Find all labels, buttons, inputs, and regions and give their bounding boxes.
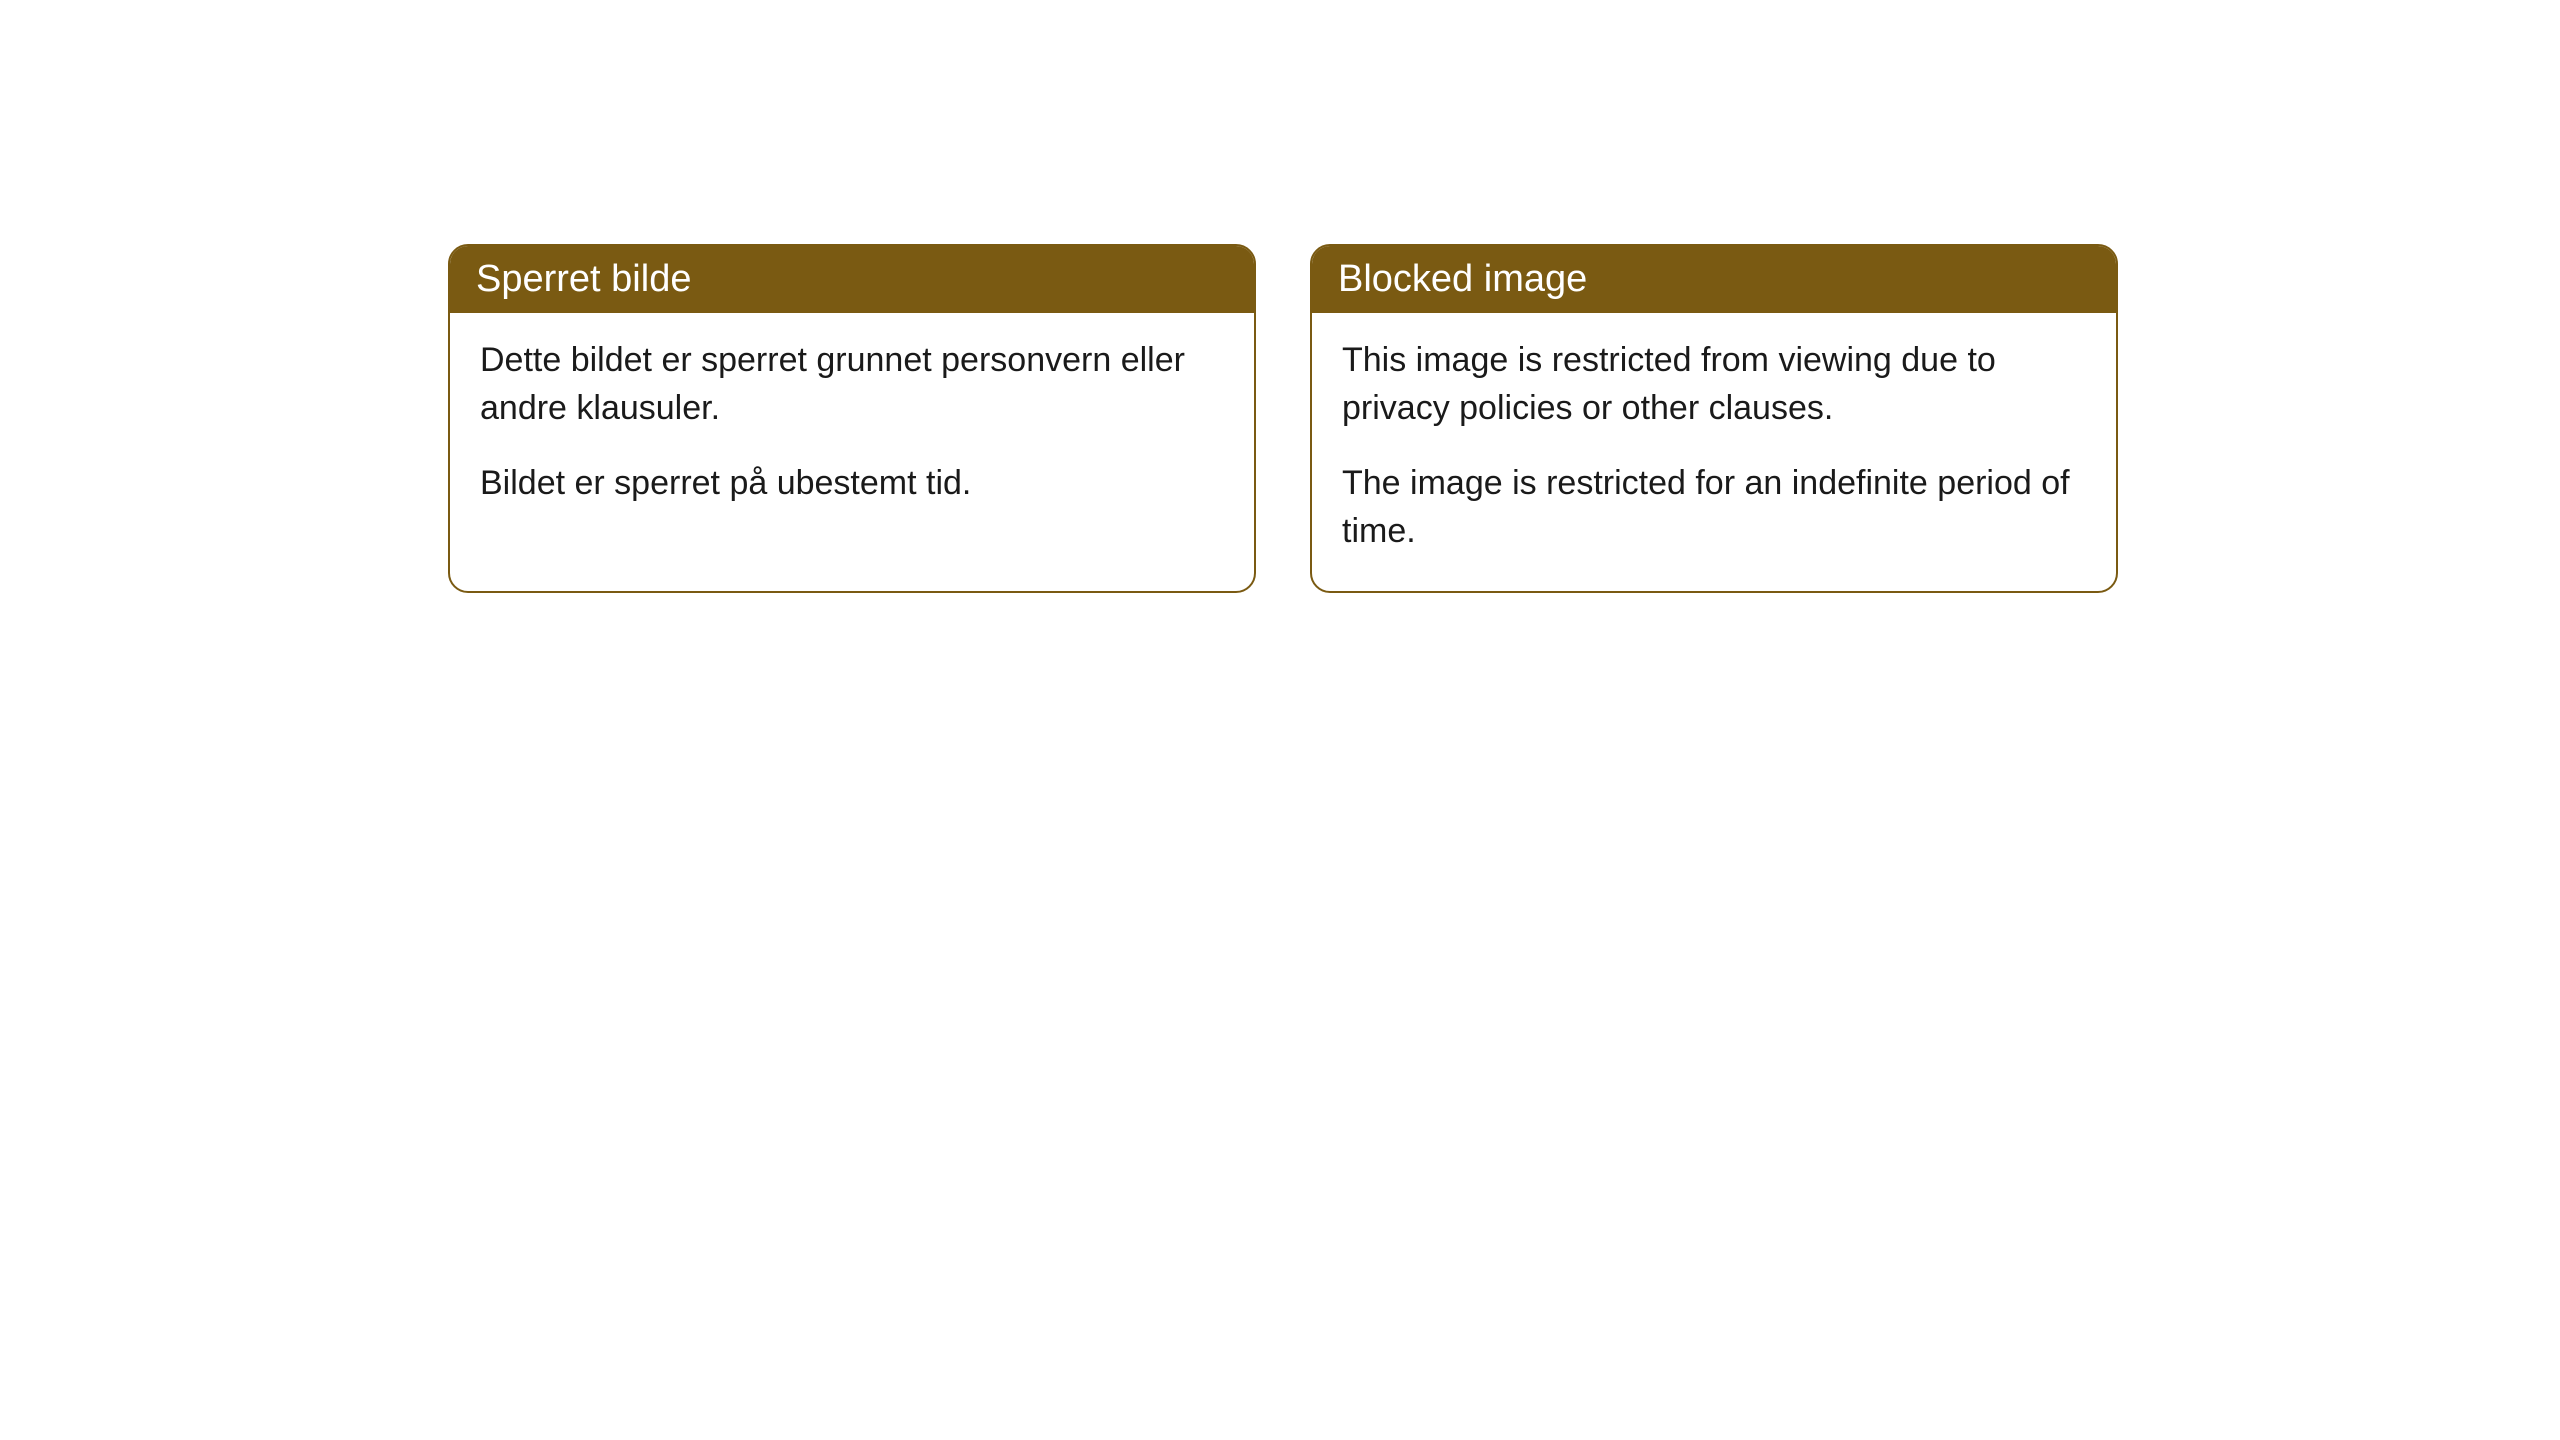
card-title-en: Blocked image xyxy=(1312,246,2116,313)
card-text-no-2: Bildet er sperret på ubestemt tid. xyxy=(480,460,1224,508)
card-body-en: This image is restricted from viewing du… xyxy=(1312,313,2116,591)
blocked-image-card-no: Sperret bilde Dette bildet er sperret gr… xyxy=(448,244,1256,593)
card-text-en-2: The image is restricted for an indefinit… xyxy=(1342,460,2086,555)
card-title-no: Sperret bilde xyxy=(450,246,1254,313)
card-text-no-1: Dette bildet er sperret grunnet personve… xyxy=(480,337,1224,432)
card-body-no: Dette bildet er sperret grunnet personve… xyxy=(450,313,1254,544)
card-text-en-1: This image is restricted from viewing du… xyxy=(1342,337,2086,432)
notice-cards-container: Sperret bilde Dette bildet er sperret gr… xyxy=(448,244,2118,593)
blocked-image-card-en: Blocked image This image is restricted f… xyxy=(1310,244,2118,593)
